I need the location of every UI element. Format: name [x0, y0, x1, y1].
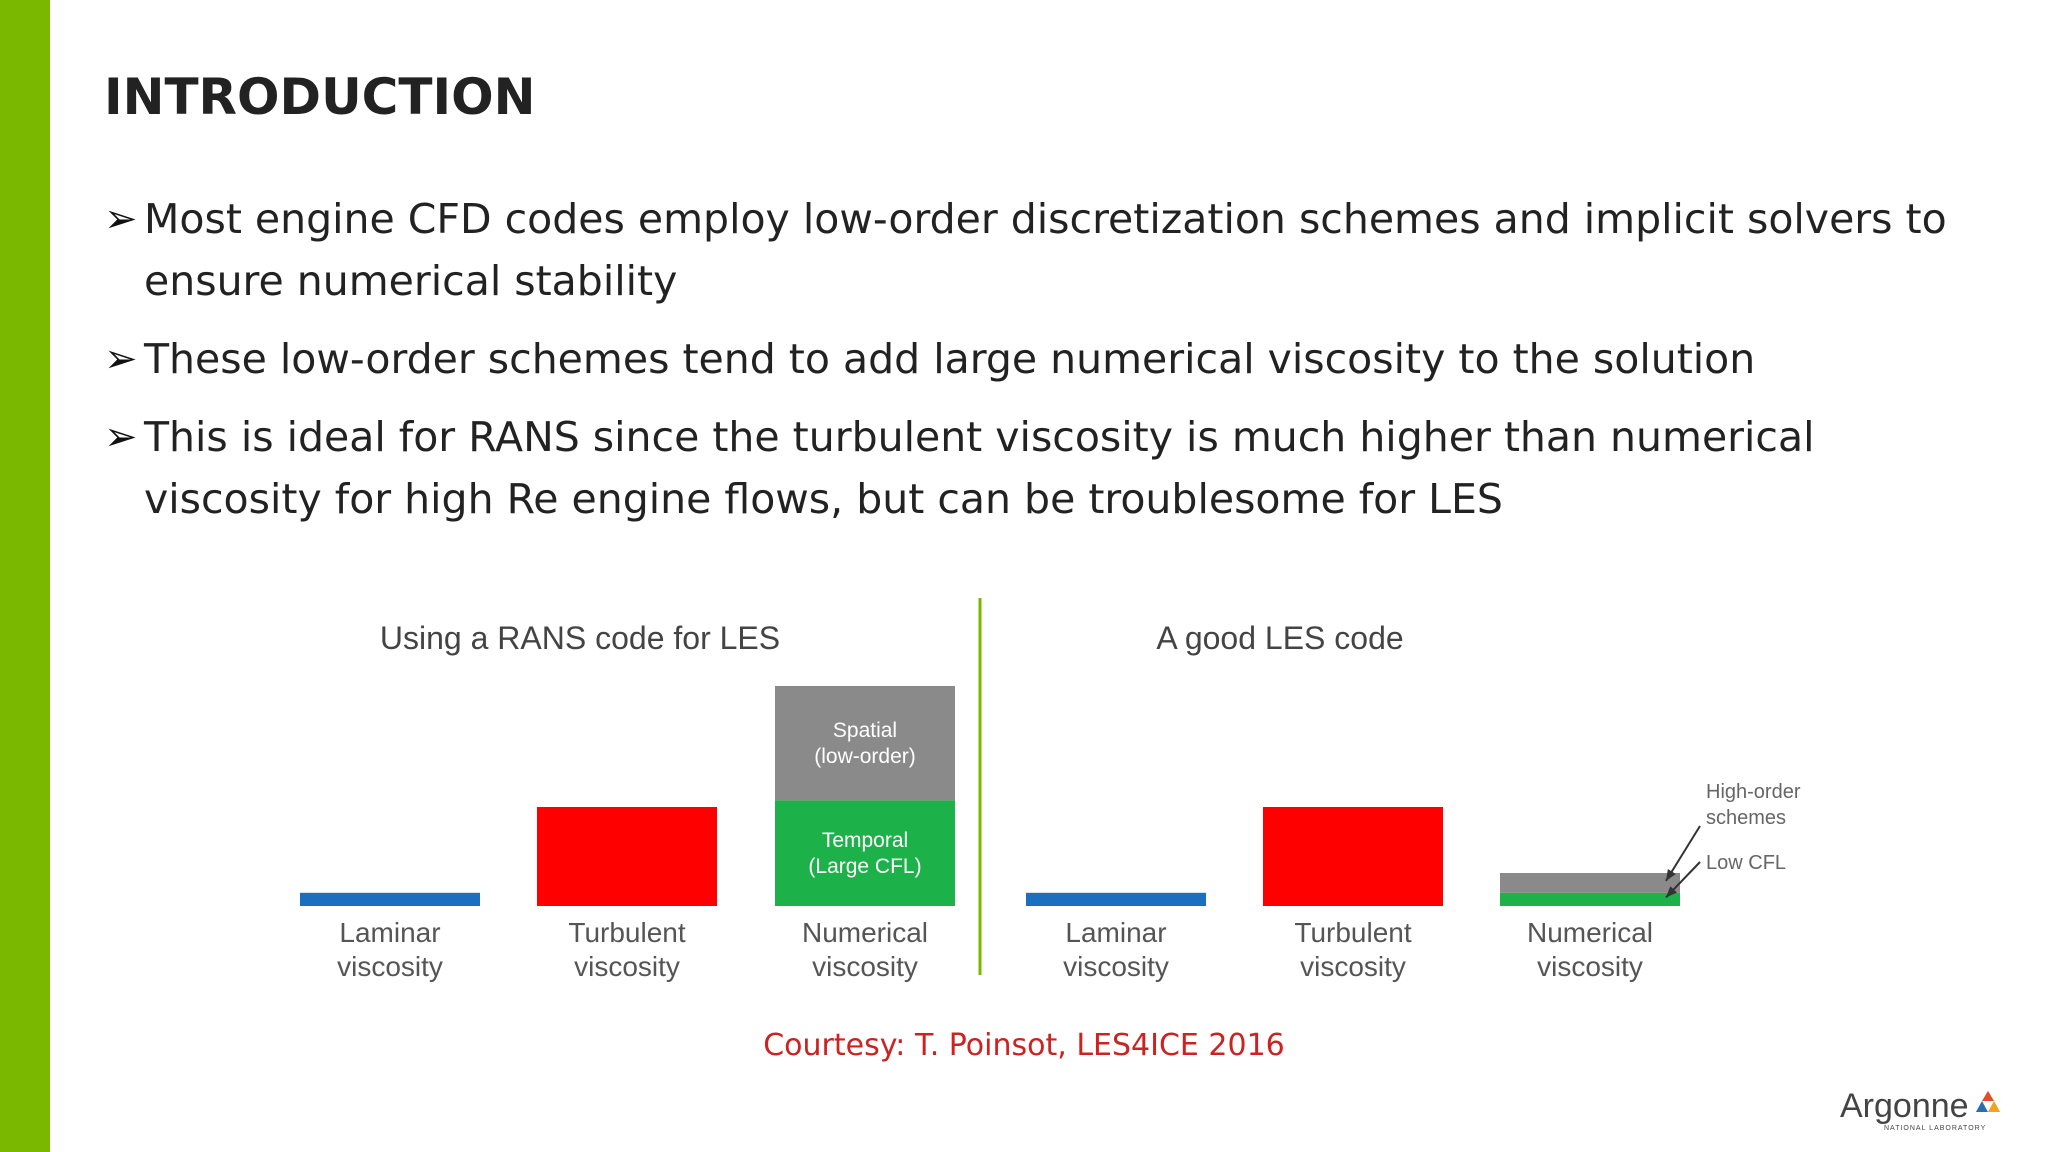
- bullet-text: This is ideal for RANS since the turbule…: [144, 413, 1815, 523]
- bar-segment: [300, 892, 480, 906]
- annotation-arrow: [1665, 861, 1701, 899]
- bullet-item: ➢ Most engine CFD codes employ low-order…: [104, 188, 2004, 312]
- category-label: Laminar: [339, 917, 440, 948]
- chart-title-les: A good LES code: [1156, 620, 1403, 656]
- courtesy-caption: Courtesy: T. Poinsot, LES4ICE 2016: [763, 1028, 1285, 1063]
- bullet-text: Most engine CFD codes employ low-order d…: [144, 195, 1947, 305]
- category-label: Numerical: [802, 917, 928, 948]
- chart-annotations: High-order schemes Low CFL: [1665, 781, 1801, 899]
- category-label: Turbulent: [1294, 917, 1411, 948]
- bar-segment: [1263, 807, 1443, 906]
- bar-segment-label: Temporal: [822, 829, 908, 852]
- bar-segment: [1026, 892, 1206, 906]
- bullet-list: ➢ Most engine CFD codes employ low-order…: [104, 188, 2004, 546]
- bullet-text: These low-order schemes tend to add larg…: [144, 335, 1756, 383]
- annotation-arrowhead: [1666, 886, 1678, 898]
- slide-title: INTRODUCTION: [104, 68, 536, 126]
- arrow-bullet-icon: ➢: [104, 414, 138, 460]
- accent-bar: [0, 0, 50, 1152]
- annotation-label: schemes: [1706, 807, 1786, 829]
- category-label: viscosity: [812, 951, 918, 982]
- argonne-triangle-logo-icon: [1976, 1091, 2000, 1112]
- chart-rans: LaminarviscosityTurbulentviscosityTempor…: [300, 686, 955, 982]
- category-label: viscosity: [1063, 951, 1169, 982]
- category-label: viscosity: [1537, 951, 1643, 982]
- arrow-bullet-icon: ➢: [104, 336, 138, 382]
- chart-les: LaminarviscosityTurbulentviscosityNumeri…: [1026, 807, 1680, 982]
- bar-segment: [1500, 873, 1680, 893]
- annotation-label: High-order: [1706, 781, 1801, 803]
- category-label: viscosity: [337, 951, 443, 982]
- logo-subtitle: NATIONAL LABORATORY: [1884, 1125, 1986, 1132]
- annotation-arrow: [1665, 825, 1701, 882]
- bar-segment: [775, 686, 955, 801]
- category-label: Laminar: [1065, 917, 1166, 948]
- bar-segment-label: (low-order): [814, 745, 916, 768]
- category-label: Turbulent: [568, 917, 685, 948]
- category-label: viscosity: [574, 951, 680, 982]
- arrow-bullet-icon: ➢: [104, 196, 138, 242]
- bar-segment-label: (Large CFL): [808, 855, 921, 878]
- bar-segment: [1500, 892, 1680, 906]
- bullet-item: ➢ These low-order schemes tend to add la…: [104, 328, 2004, 390]
- category-label: viscosity: [1300, 951, 1406, 982]
- bullet-item: ➢ This is ideal for RANS since the turbu…: [104, 406, 2004, 530]
- logo-wordmark: Argonne: [1840, 1087, 1969, 1125]
- category-label: Numerical: [1527, 917, 1653, 948]
- bar-segment: [537, 807, 717, 906]
- annotation-arrowhead: [1666, 869, 1676, 881]
- argonne-logo: Argonne NATIONAL LABORATORY: [1840, 1087, 2000, 1132]
- chart-title-rans: Using a RANS code for LES: [380, 620, 780, 656]
- annotation-label: Low CFL: [1706, 852, 1786, 874]
- bar-segment: [775, 800, 955, 906]
- bar-segment-label: Spatial: [833, 719, 897, 742]
